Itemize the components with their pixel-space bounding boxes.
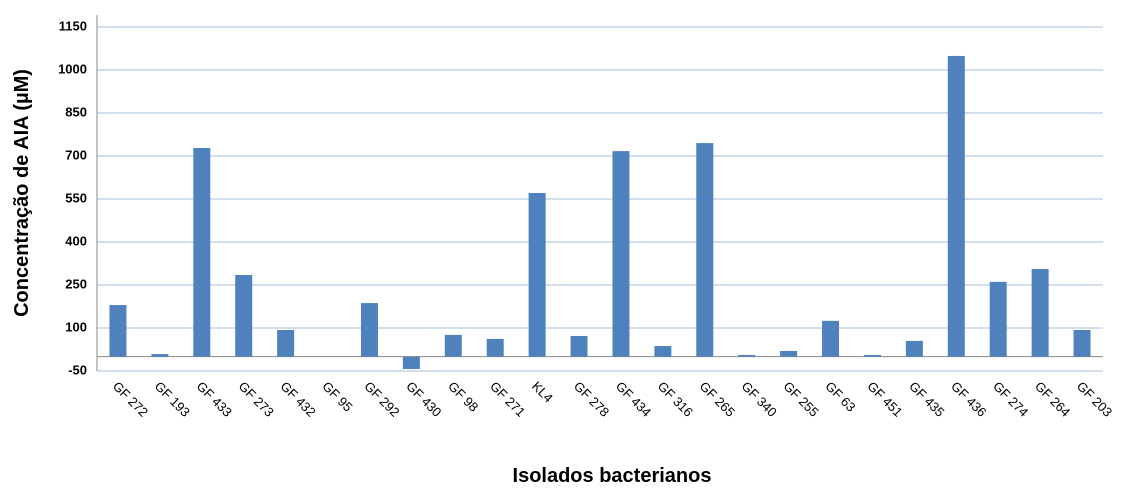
x-tick-label: GF 274 [990,379,1031,420]
y-tick-label: 850 [65,104,87,119]
x-tick-label: GF 255 [781,379,822,420]
x-tick-label: GF 292 [361,379,402,420]
bar [822,320,840,357]
bar [360,303,378,357]
bar [151,354,169,357]
bar [193,147,211,357]
bar [612,151,630,357]
x-tick-label: GF 273 [236,379,277,420]
y-tick-label: 550 [65,190,87,205]
bar [1031,268,1049,357]
x-tick-label: GF 435 [906,379,947,420]
x-tick-label: GF 434 [613,379,654,420]
bar [1073,330,1091,357]
bar [696,143,714,357]
bar [780,350,798,357]
bar [947,55,965,357]
bar [989,281,1007,357]
y-tick-label: 250 [65,276,87,291]
bar [486,338,504,357]
y-tick-label: 400 [65,233,87,248]
y-tick-label: 100 [65,319,87,334]
y-tick-label: 1150 [59,18,87,33]
x-tick-label: GF 316 [655,379,696,420]
y-axis-title: Concentração de AIA (µM) [11,69,33,317]
x-tick-label: GF 265 [697,379,738,420]
x-tick-label: KL4 [529,379,556,406]
x-tick-label: GF 432 [278,379,319,420]
y-tick-label: -50 [68,362,87,377]
bar [570,336,588,357]
y-tick-label: 700 [65,147,87,162]
x-tick-label: GF 436 [948,379,989,420]
x-tick-label: GF 430 [403,379,444,420]
bar [277,330,295,357]
x-tick-label: GF 271 [487,379,528,420]
x-tick-label: GF 63 [822,379,858,415]
x-tick-label: GF 278 [571,379,612,420]
bar [444,334,462,357]
x-axis-title: Isolados bacterianos [513,465,712,487]
x-tick-label: GF 264 [1032,379,1073,420]
bar [528,192,546,357]
bar [863,354,881,357]
bar [738,354,756,357]
x-tick-label: GF 203 [1074,379,1115,420]
bar [235,274,253,357]
x-tick-label: GF 193 [152,379,193,420]
bar [402,356,420,369]
x-tick-label: GF 272 [110,379,151,420]
x-tick-label: GF 433 [194,379,235,420]
x-tick-label: GF 451 [864,379,905,420]
bar [109,305,127,357]
y-tick-label: 1000 [58,61,87,76]
bar [905,340,923,357]
x-tick-label: GF 98 [445,379,481,415]
x-tick-label: GF 95 [319,379,355,415]
bar [654,346,672,357]
x-tick-label: GF 340 [739,379,780,420]
